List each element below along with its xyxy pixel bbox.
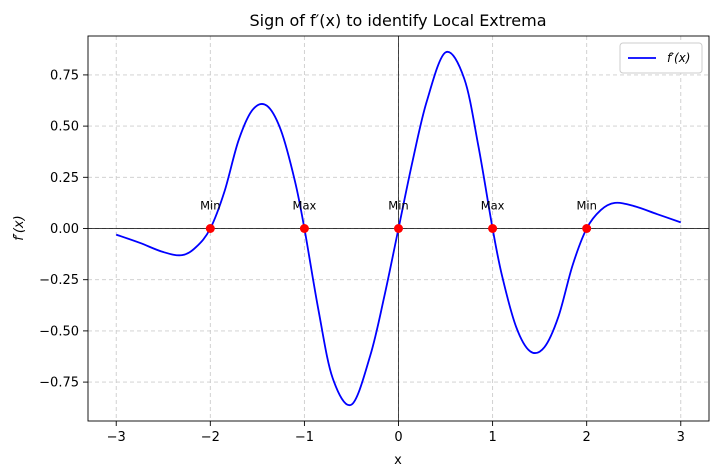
chart-title: Sign of f′(x) to identify Local Extrema [249, 11, 546, 30]
legend-label-fprime: f′(x) [667, 51, 690, 65]
y-axis-label: f′(x) [12, 215, 27, 240]
critical-point-label: Max [293, 199, 317, 213]
x-tick-label: 3 [677, 430, 685, 445]
critical-point-marker [582, 224, 592, 233]
y-tick-label: −0.50 [39, 324, 79, 339]
point-annotations: Min Max Min Max Min [200, 199, 597, 213]
y-axis-ticks: −0.75 −0.50 −0.25 0.00 0.25 0.50 0.75 [39, 68, 88, 391]
y-tick-label: 0.50 [50, 120, 79, 135]
y-tick-label: 0.75 [50, 68, 79, 83]
critical-point-marker [394, 224, 403, 233]
critical-point-marker [488, 224, 498, 233]
legend: f′(x) [619, 42, 703, 74]
x-tick-label: −3 [107, 430, 126, 445]
x-axis-label: x [394, 453, 402, 468]
critical-point-label: Max [481, 199, 505, 213]
x-tick-label: −1 [295, 430, 314, 445]
critical-point-label: Min [388, 199, 408, 213]
critical-point-marker [299, 224, 309, 233]
critical-point-label: Min [200, 199, 220, 213]
y-tick-label: 0.00 [50, 222, 79, 237]
legend-box [619, 42, 703, 74]
y-tick-label: −0.25 [39, 273, 79, 288]
y-tick-label: −0.75 [39, 376, 79, 391]
critical-point-label: Min [576, 199, 596, 213]
critical-points [205, 224, 592, 233]
y-tick-label: 0.25 [50, 171, 79, 186]
x-axis-ticks: −3 −2 −1 0 1 2 3 [107, 421, 685, 445]
x-tick-label: 1 [488, 430, 496, 445]
x-tick-label: 0 [394, 430, 402, 445]
critical-point-marker [205, 224, 215, 233]
x-tick-label: −2 [201, 430, 220, 445]
x-tick-label: 2 [583, 430, 591, 445]
